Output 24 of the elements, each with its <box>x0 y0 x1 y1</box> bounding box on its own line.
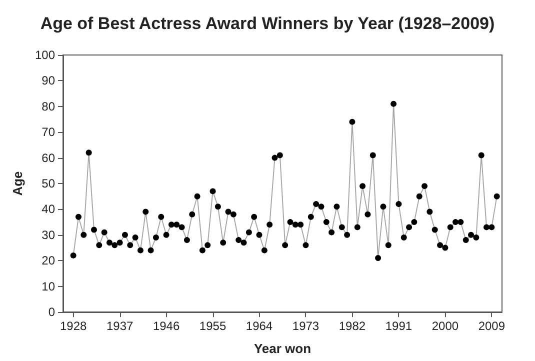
x-tick-label: 1928 <box>60 319 87 333</box>
x-tick-label: 1937 <box>106 319 134 333</box>
y-tick-label: 10 <box>42 279 56 294</box>
x-tick-label: 1955 <box>199 319 226 333</box>
x-tick-label: 1973 <box>292 319 320 333</box>
y-tick-label: 80 <box>42 99 56 114</box>
y-tick-label: 0 <box>48 305 56 319</box>
x-tick-label: 1946 <box>152 319 180 333</box>
y-tick-label: 60 <box>42 150 56 165</box>
x-tick-label: 2000 <box>432 319 459 333</box>
chart-title: Age of Best Actress Award Winners by Year (1928–2009) <box>40 14 495 33</box>
x-tick-label: 1964 <box>246 319 273 333</box>
y-tick-label: 100 <box>34 48 56 62</box>
y-tick-label: 90 <box>42 74 56 88</box>
x-axis-title: Year won <box>254 341 312 356</box>
y-axis-title: Age <box>10 171 26 196</box>
y-tick-label: 50 <box>42 176 56 190</box>
y-tick-label: 40 <box>42 202 56 216</box>
y-tick-label: 70 <box>42 125 56 140</box>
x-tick-label: 1982 <box>338 319 366 333</box>
x-tick-label: 2009 <box>478 319 506 333</box>
y-tick-label: 30 <box>42 228 56 242</box>
y-tick-label: 20 <box>42 254 56 268</box>
x-tick-label: 1991 <box>385 319 412 333</box>
